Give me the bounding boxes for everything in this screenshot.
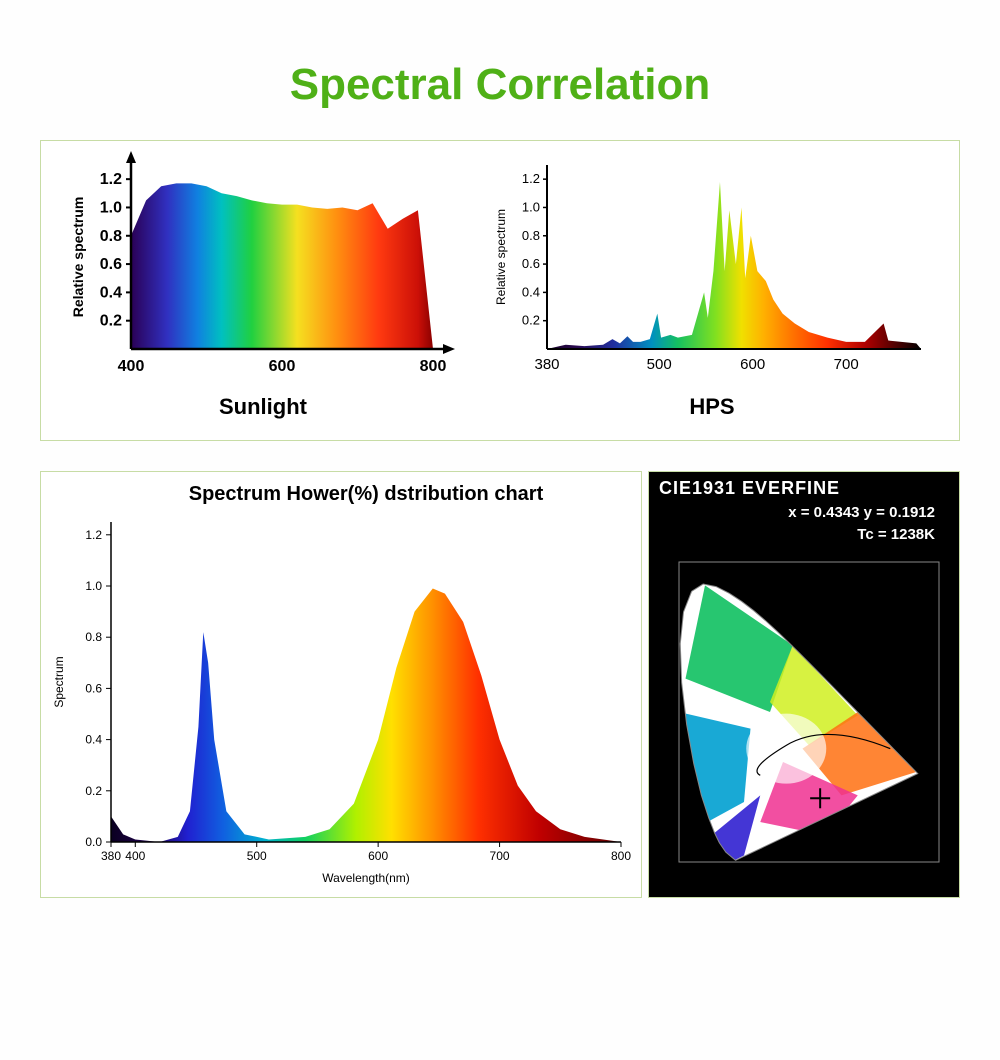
svg-text:800: 800 <box>420 358 447 375</box>
hps-chart: 0.2 0.4 0.6 0.8 1.0 1.2 380 500 600 700 Relative s… <box>487 151 937 420</box>
svg-text:800: 800 <box>611 849 631 863</box>
hps-label: HPS <box>487 394 937 420</box>
svg-text:0.6: 0.6 <box>100 256 122 273</box>
svg-text:600: 600 <box>368 849 388 863</box>
svg-text:1.0: 1.0 <box>100 199 122 216</box>
page-title: Spectral Correlation <box>0 60 1000 110</box>
svg-text:700: 700 <box>490 849 510 863</box>
svg-text:600: 600 <box>269 358 296 375</box>
bottom-row: 0.0 0.2 0.4 0.6 0.8 1.0 1.2 380 400 500 600 700 800 S… <box>40 471 960 898</box>
svg-text:400: 400 <box>118 358 145 375</box>
svg-text:0.4: 0.4 <box>85 733 102 747</box>
svg-text:1.2: 1.2 <box>85 528 102 542</box>
svg-text:1.2: 1.2 <box>522 171 540 186</box>
cie-tc: Tc = 1238K <box>788 524 935 546</box>
svg-text:0.2: 0.2 <box>100 313 122 330</box>
cie-chart: CIE1931 EVERFINE x = 0.4343 y = 0.1912 T… <box>648 471 960 898</box>
svg-text:0.8: 0.8 <box>85 630 102 644</box>
svg-text:0.6: 0.6 <box>85 681 102 695</box>
svg-text:0.4: 0.4 <box>522 284 540 299</box>
svg-text:Wavelength(nm): Wavelength(nm) <box>322 871 410 885</box>
svg-text:Relative spectrum: Relative spectrum <box>70 197 86 318</box>
cie-xy: x = 0.4343 y = 0.1912 <box>788 502 935 524</box>
svg-text:1.0: 1.0 <box>85 579 102 593</box>
svg-text:500: 500 <box>247 849 267 863</box>
sunlight-label: Sunlight <box>63 394 463 420</box>
svg-text:0.2: 0.2 <box>85 784 102 798</box>
svg-text:0.8: 0.8 <box>522 228 540 243</box>
cie-title: CIE1931 EVERFINE <box>659 478 840 499</box>
svg-text:0.6: 0.6 <box>522 256 540 271</box>
svg-text:Spectrum Hower(%) dstribution: Spectrum Hower(%) dstribution chart <box>189 483 544 505</box>
sunlight-chart: 0.2 0.4 0.6 0.8 1.0 1.2 400 600 800 Relative spec… <box>63 151 463 420</box>
svg-text:1.2: 1.2 <box>100 171 122 188</box>
top-panel: 0.2 0.4 0.6 0.8 1.0 1.2 400 600 800 Relative spec… <box>40 140 960 441</box>
cie-info: x = 0.4343 y = 0.1912 Tc = 1238K <box>788 502 935 546</box>
svg-text:500: 500 <box>647 356 672 373</box>
svg-text:0.2: 0.2 <box>522 313 540 328</box>
svg-text:1.0: 1.0 <box>522 199 540 214</box>
svg-text:0.8: 0.8 <box>100 228 122 245</box>
svg-text:0.0: 0.0 <box>85 835 102 849</box>
svg-text:380: 380 <box>534 356 559 373</box>
svg-text:600: 600 <box>740 356 765 373</box>
svg-text:Spectrum: Spectrum <box>52 656 66 707</box>
svg-text:0.4: 0.4 <box>100 284 122 301</box>
svg-text:700: 700 <box>834 356 859 373</box>
svg-text:400: 400 <box>125 849 145 863</box>
svg-text:380: 380 <box>101 849 121 863</box>
led-spectrum-chart: 0.0 0.2 0.4 0.6 0.8 1.0 1.2 380 400 500 600 700 800 S… <box>40 471 642 898</box>
svg-text:Relative spectrum: Relative spectrum <box>494 209 508 305</box>
